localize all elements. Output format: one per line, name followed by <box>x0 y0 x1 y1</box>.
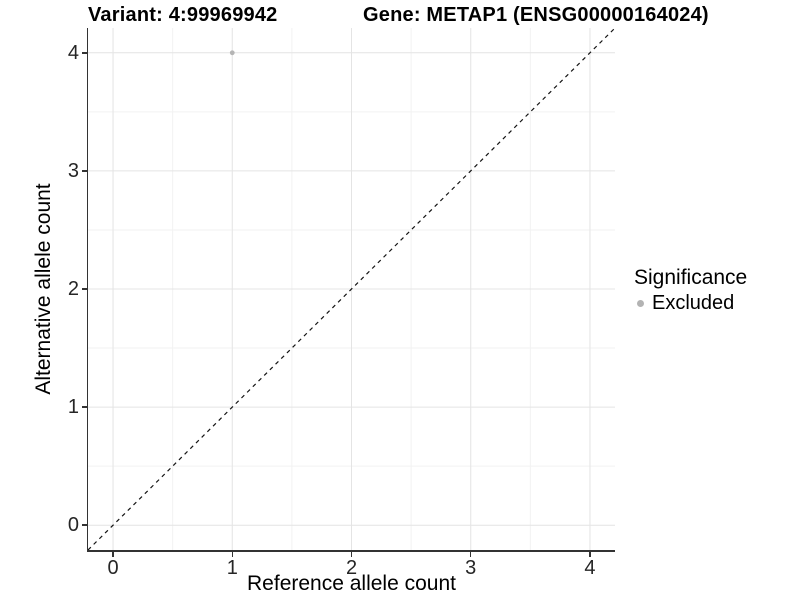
y-tick-mark <box>81 52 87 54</box>
plot-title-gene: Gene: METAP1 (ENSG00000164024) <box>363 4 709 26</box>
x-tick-label: 2 <box>345 557 358 579</box>
y-tick-mark <box>81 406 87 408</box>
legend-title: Significance <box>634 266 748 289</box>
x-tick-mark <box>112 551 114 557</box>
y-tick-mark <box>81 524 87 526</box>
x-tick-mark <box>589 551 591 557</box>
y-axis-line <box>86 28 88 552</box>
plot-panel <box>88 28 615 550</box>
y-tick-label: 3 <box>67 159 79 182</box>
y-tick-label: 2 <box>67 278 79 300</box>
data-point <box>229 50 235 56</box>
x-axis-line <box>86 550 615 552</box>
plot-area-svg <box>88 28 615 550</box>
legend: Significance Excluded <box>634 266 747 314</box>
legend-item-label: Excluded <box>652 291 735 314</box>
x-tick-mark <box>469 551 472 557</box>
y-tick-label: 4 <box>67 41 79 64</box>
x-tick-mark <box>231 551 234 557</box>
y-tick-label: 0 <box>67 514 79 537</box>
y-tick-mark <box>81 170 87 172</box>
y-tick-label: 1 <box>67 396 79 419</box>
identity-dashed-line <box>88 28 615 550</box>
x-tick-label: 4 <box>584 557 596 579</box>
x-tick-mark <box>350 551 353 557</box>
plot-title-variant: Variant: 4:99969942 <box>88 4 278 26</box>
y-tick-mark <box>81 288 87 290</box>
x-tick-label: 1 <box>226 557 238 579</box>
x-axis-title: Reference allele count <box>247 572 456 595</box>
x-tick-label: 0 <box>107 557 119 579</box>
x-tick-label: 3 <box>465 557 477 579</box>
legend-point-icon <box>637 299 644 307</box>
y-axis-title: Alternative allele count <box>32 183 55 395</box>
legend-item-excluded: Excluded <box>634 292 747 314</box>
